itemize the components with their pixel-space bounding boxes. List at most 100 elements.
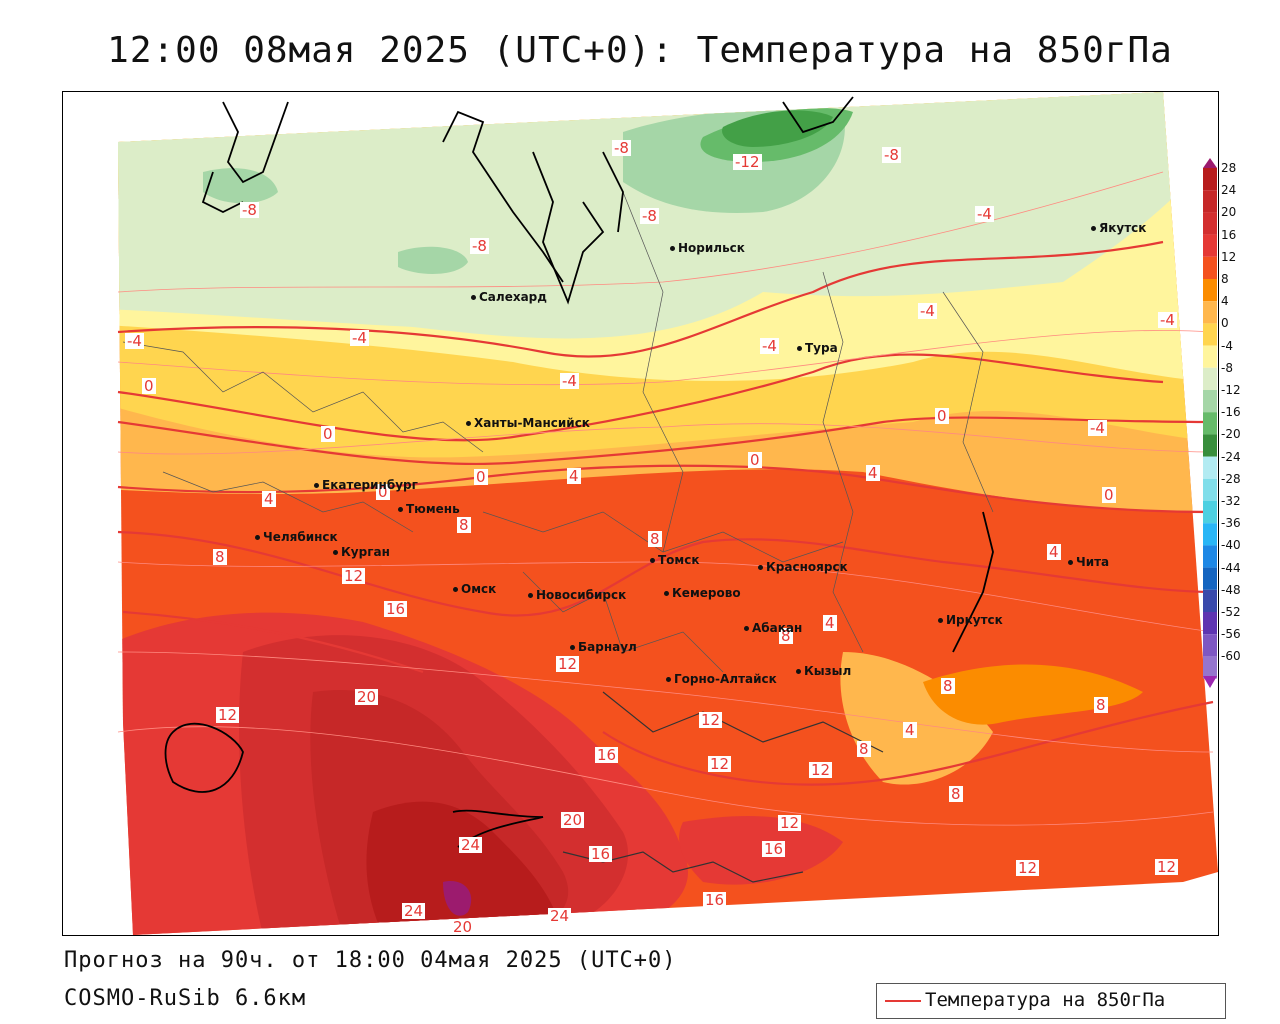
colorbar-cell (1203, 523, 1217, 546)
colorbar-cell (1203, 589, 1217, 612)
colorbar-tick-label: -16 (1221, 405, 1241, 420)
contour-label: 8 (457, 516, 471, 534)
contour-label: 12 (216, 706, 240, 724)
contour-label: 8 (213, 548, 227, 566)
contour-label: 0 (142, 377, 156, 395)
contour-label: 16 (595, 746, 619, 764)
contour-label: 4 (866, 464, 880, 482)
contour-label: 8 (1094, 696, 1108, 714)
contour-label: 0 (474, 468, 488, 486)
contour-label: -4 (760, 337, 779, 355)
city-marker: Екатеринбург (314, 478, 418, 492)
contour-label: 8 (648, 530, 662, 548)
colorbar-tick-label: 0 (1221, 316, 1229, 331)
colorbar-tick-label: 16 (1221, 227, 1237, 242)
contour-label: -4 (350, 329, 369, 347)
colorbar-tick-label: 12 (1221, 249, 1237, 264)
colorbar-cell (1203, 478, 1217, 501)
colorbar-tick-label: 4 (1221, 294, 1229, 309)
contour-label: 0 (1102, 486, 1116, 504)
city-marker: Омск (453, 582, 496, 596)
colorbar-tick-label: -24 (1221, 449, 1241, 464)
model-name: COSMO-RuSib 6.6км (64, 986, 307, 1011)
contour-label: 0 (748, 451, 762, 469)
contour-label: 12 (556, 655, 580, 673)
contour-label: 8 (779, 627, 793, 645)
colorbar-cell (1203, 323, 1217, 346)
colorbar-tick-label: -44 (1221, 560, 1241, 575)
colorbar-cell (1203, 279, 1217, 302)
map-title: 12:00 08мая 2025 (UTC+0): Температура на… (107, 30, 1173, 71)
contour-label: 8 (949, 785, 963, 803)
contour-label: 24 (459, 836, 483, 854)
colorbar-cell (1203, 168, 1217, 191)
city-marker: Якутск (1091, 221, 1146, 235)
city-marker: Барнаул (570, 640, 637, 654)
contour-label: 0 (935, 407, 949, 425)
colorbar-swatches (1203, 158, 1217, 688)
contour-label: 16 (762, 840, 786, 858)
colorbar-cell (1203, 212, 1217, 235)
colorbar-cell (1203, 390, 1217, 413)
city-marker: Норильск (670, 241, 745, 255)
temperature-colorbar: 28 24 20 16 12 8 4 0 -4 -8 -12 -16 -20 -24 -28 -32 -36 -4… (1200, 158, 1280, 698)
contour-label: 20 (355, 688, 379, 706)
colorbar-tick-label: -32 (1221, 494, 1241, 508)
city-marker: Горно-Алтайск (666, 672, 777, 686)
contour-label: 24 (402, 902, 426, 920)
colorbar-tick-label: -8 (1221, 360, 1233, 375)
city-marker: Челябинск (255, 530, 338, 544)
contour-label: 4 (823, 614, 837, 632)
contour-label: 8 (857, 740, 871, 758)
colorbar-tick-label: -60 (1221, 649, 1241, 664)
contour-label: -8 (240, 201, 259, 219)
contour-label: -12 (733, 153, 762, 171)
city-marker: Томск (650, 553, 700, 567)
legend-label: Температура на 850гПа (925, 989, 1166, 1011)
colorbar-tick-label: -52 (1221, 605, 1241, 619)
city-marker: Чита (1068, 555, 1109, 569)
contour-label: 4 (262, 490, 276, 508)
city-marker: Тюмень (398, 502, 460, 516)
contour-label: 12 (699, 711, 723, 729)
colorbar-tick-label: 24 (1221, 183, 1237, 198)
contour-label: 12 (1016, 859, 1040, 877)
city-marker: Абакан (744, 621, 802, 635)
contour-label: 4 (567, 467, 581, 485)
colorbar-cell (1203, 501, 1217, 524)
contour-label: 24 (548, 907, 572, 925)
colorbar-tick-label: 28 (1221, 161, 1237, 175)
contour-label: 0 (376, 483, 390, 501)
colorbar-tick-label: -12 (1221, 383, 1241, 397)
colorbar-cell (1203, 567, 1217, 590)
city-marker: Новосибирск (528, 588, 626, 602)
colorbar-tick-label: -56 (1221, 627, 1241, 642)
colorbar-tick-label: 8 (1221, 272, 1229, 286)
colorbar-cell (1203, 656, 1217, 679)
colorbar-cell (1203, 434, 1217, 457)
contour-label: -4 (1088, 419, 1107, 437)
contour-label: 20 (561, 811, 585, 829)
contour-label: 4 (1047, 543, 1061, 561)
contour-label: 0 (321, 425, 335, 443)
city-marker: Иркутск (938, 613, 1003, 627)
contour-label: -4 (560, 372, 579, 390)
colorbar-cell (1203, 301, 1217, 324)
contour-label: 12 (778, 814, 802, 832)
colorbar-cell (1203, 190, 1217, 213)
legend-line-swatch (885, 1000, 921, 1002)
contour-label: 16 (589, 845, 613, 863)
contour-label: 16 (384, 600, 408, 618)
contour-label: -8 (470, 237, 489, 255)
forecast-info: Прогноз на 90ч. от 18:00 04мая 2025 (UTC… (64, 948, 677, 973)
colorbar-cell (1203, 634, 1217, 657)
colorbar-cell (1203, 612, 1217, 635)
contour-label: 12 (1155, 858, 1179, 876)
contour-label: -4 (1158, 311, 1177, 329)
colorbar-tick-label: -28 (1221, 471, 1241, 486)
contour-label: -4 (975, 205, 994, 223)
colorbar-cell (1203, 234, 1217, 257)
contour-label: -8 (612, 139, 631, 157)
contour-label: -8 (640, 207, 659, 225)
contour-label: -4 (125, 332, 144, 350)
